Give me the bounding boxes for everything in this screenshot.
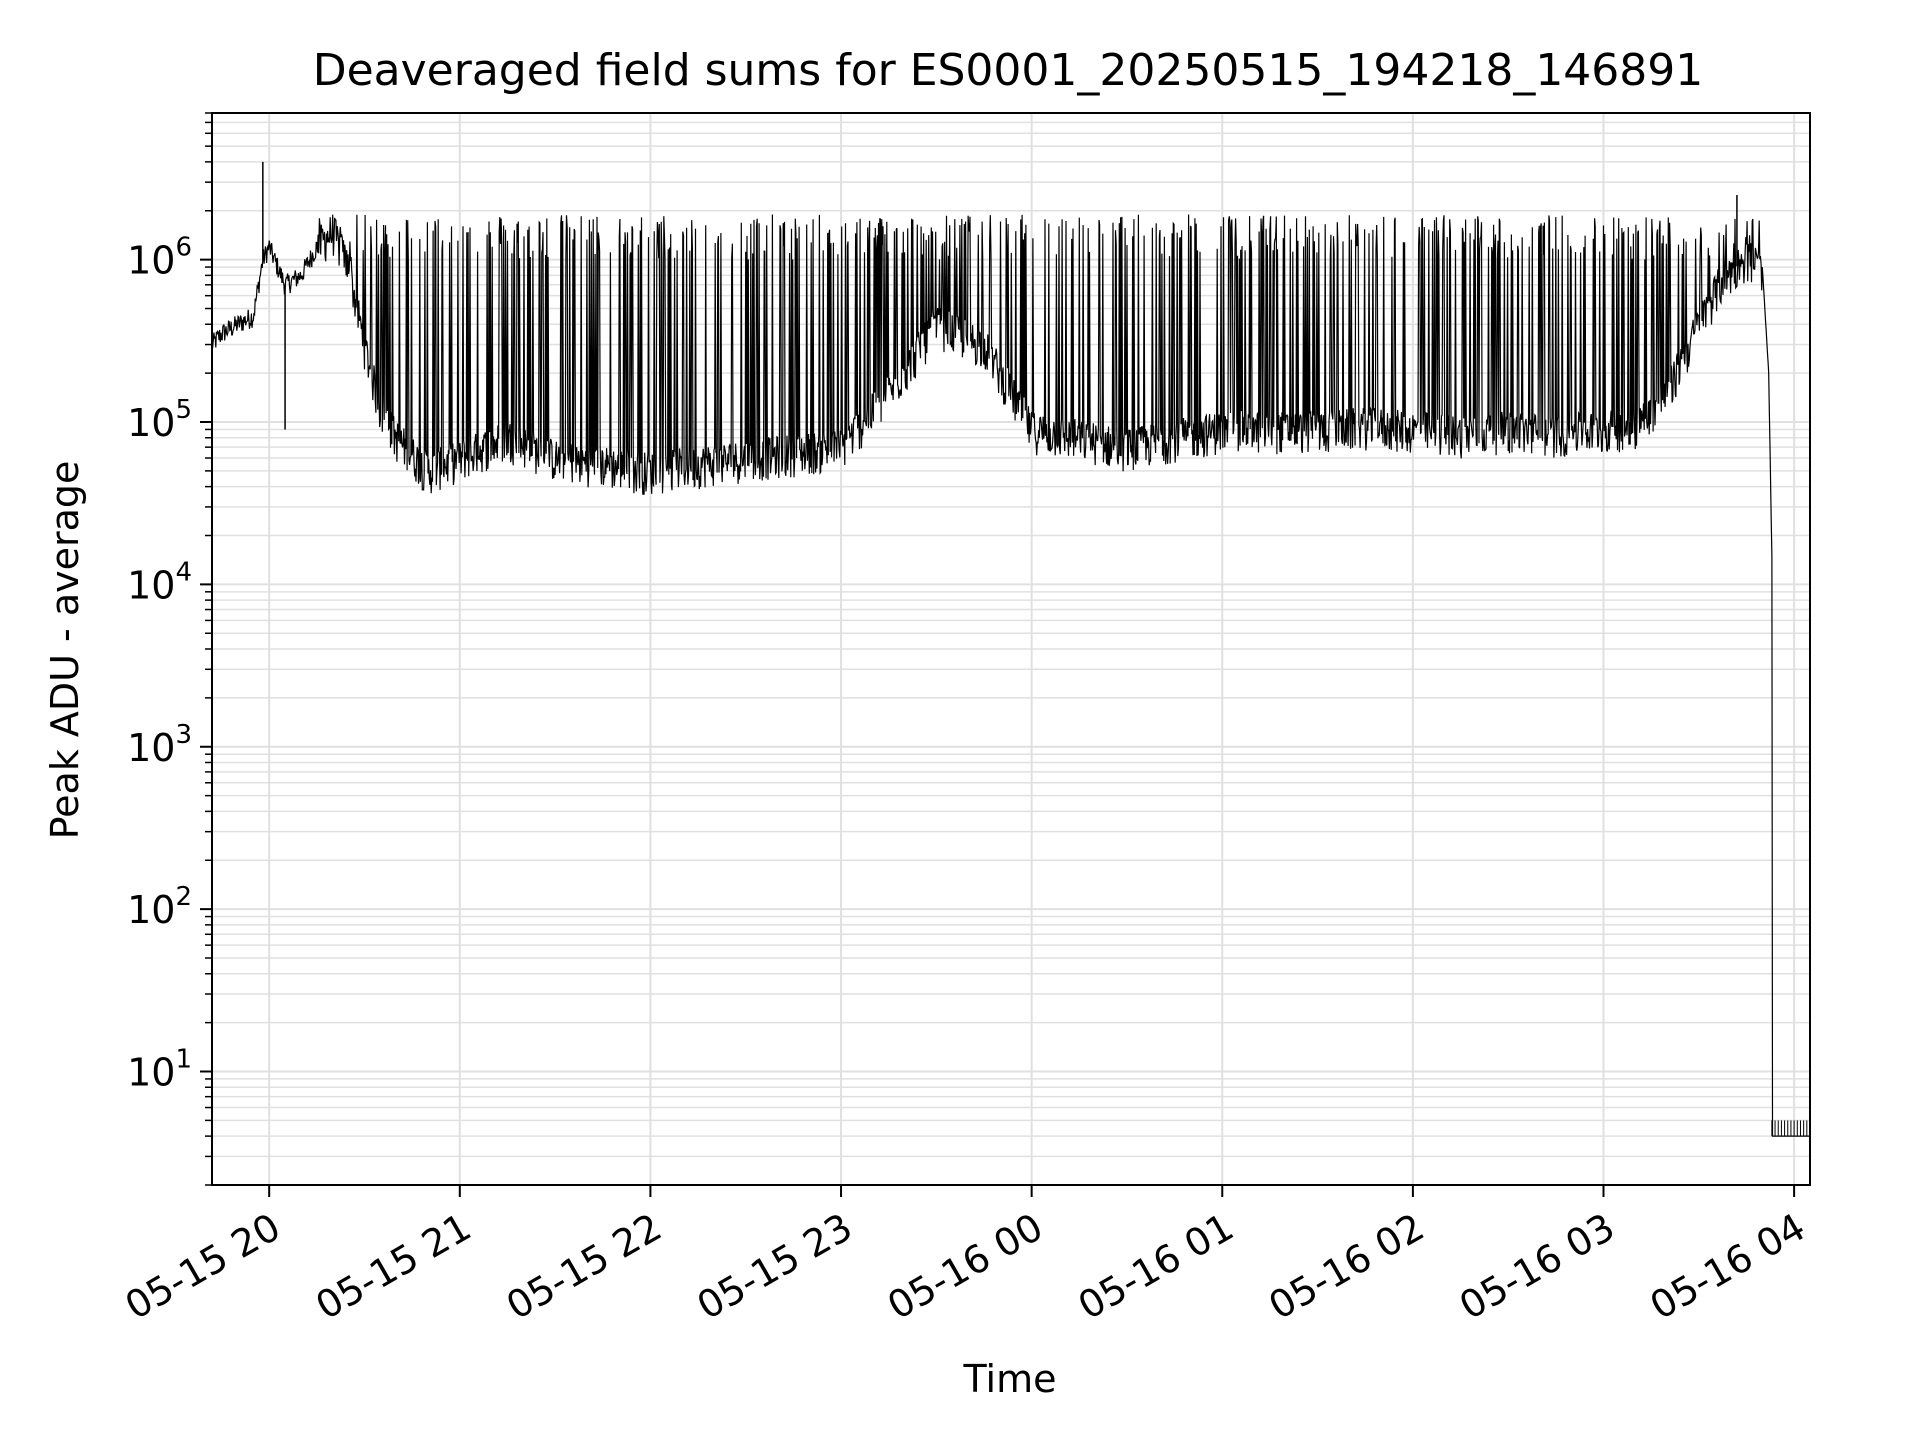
x-tick-label: 05-16 00 xyxy=(880,1205,1050,1329)
x-tick-label: 05-15 22 xyxy=(499,1205,669,1329)
y-tick-label: 104 xyxy=(127,557,192,607)
y-tick-label: 103 xyxy=(127,720,192,770)
x-tick-label: 05-16 02 xyxy=(1261,1205,1431,1329)
chart-title: Deaveraged field sums for ES0001_2025051… xyxy=(313,45,1704,96)
y-tick-label: 102 xyxy=(127,882,192,932)
x-axis-label: Time xyxy=(963,1357,1057,1401)
y-axis: 101 102 103 104 105 106 xyxy=(127,112,212,1186)
y-tick-label: 106 xyxy=(127,233,192,283)
x-tick-label: 05-16 03 xyxy=(1452,1205,1622,1329)
y-tick-label: 105 xyxy=(127,395,192,445)
x-axis: 05-15 20 05-15 21 05-15 22 05-15 23 05-16 00… xyxy=(118,1185,1813,1328)
x-tick-label: 05-15 23 xyxy=(690,1205,860,1329)
y-tick-label: 101 xyxy=(127,1045,192,1095)
plot-area xyxy=(211,161,1811,1137)
x-tick-label: 05-15 21 xyxy=(308,1205,478,1329)
series-line xyxy=(211,214,1810,1137)
x-tick-label: 05-16 04 xyxy=(1643,1205,1813,1329)
x-tick-label: 05-16 01 xyxy=(1071,1205,1241,1329)
y-axis-label: Peak ADU - average xyxy=(43,461,87,840)
x-tick-label: 05-15 20 xyxy=(118,1205,288,1329)
